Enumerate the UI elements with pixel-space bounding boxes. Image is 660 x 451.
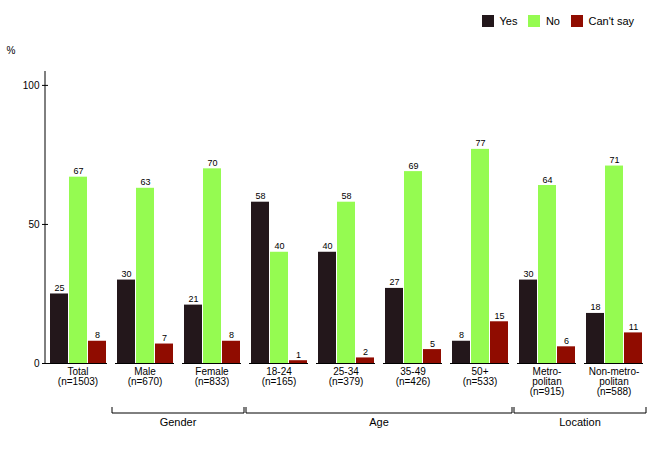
svg-text:2: 2 — [363, 346, 368, 356]
html-text:Can't say: Can't say — [588, 14, 634, 27]
svg-text:Total(n=1503): Total(n=1503) — [58, 365, 98, 386]
svg-text:25: 25 — [54, 282, 64, 292]
svg-text:30: 30 — [121, 269, 131, 279]
svg-text:40: 40 — [322, 241, 332, 251]
svg-text:67: 67 — [73, 166, 83, 176]
svg-text:58: 58 — [255, 191, 265, 201]
svg-text:30: 30 — [523, 269, 533, 279]
svg-text:Male(n=670): Male(n=670) — [128, 365, 163, 386]
svg-text:50: 50 — [28, 218, 40, 229]
svg-text:18-24(n=165): 18-24(n=165) — [262, 365, 297, 386]
svg-text:5: 5 — [430, 338, 435, 348]
svg-text:35-49(n=426): 35-49(n=426) — [396, 365, 431, 386]
svg-text:8: 8 — [95, 330, 100, 340]
svg-text:71: 71 — [609, 155, 619, 165]
svg-text:0: 0 — [34, 357, 40, 368]
svg-text:8: 8 — [459, 330, 464, 340]
svg-text:64: 64 — [542, 174, 552, 184]
html-text:Yes: Yes — [499, 14, 518, 27]
svg-text:21: 21 — [188, 294, 198, 304]
svg-text:Gender: Gender — [160, 416, 197, 428]
svg-text:Non-metro-politan(n=588): Non-metro-politan(n=588) — [589, 365, 640, 396]
svg-text:7: 7 — [162, 333, 167, 343]
svg-text:50+(n=533): 50+(n=533) — [463, 365, 498, 386]
svg-text:18: 18 — [590, 302, 600, 312]
svg-text:27: 27 — [389, 277, 399, 287]
svg-text:69: 69 — [408, 160, 418, 170]
svg-text:6: 6 — [564, 335, 569, 345]
svg-text:58: 58 — [341, 191, 351, 201]
svg-text:77: 77 — [475, 138, 485, 148]
svg-text:11: 11 — [629, 321, 638, 331]
svg-text:100: 100 — [23, 79, 40, 90]
svg-text:70: 70 — [207, 157, 217, 167]
svg-text:25-34(n=379): 25-34(n=379) — [329, 365, 364, 386]
svg-text:8: 8 — [229, 330, 234, 340]
svg-text:40: 40 — [274, 241, 284, 251]
svg-text:1: 1 — [296, 349, 301, 359]
svg-text:Female(n=833): Female(n=833) — [195, 365, 230, 386]
svg-text:15: 15 — [494, 310, 504, 320]
svg-text:63: 63 — [140, 177, 150, 187]
svg-text:Metro-politan(n=915): Metro-politan(n=915) — [530, 365, 565, 396]
svg-text:%: % — [7, 44, 16, 55]
svg-text:Age: Age — [369, 416, 389, 428]
html-text:No: No — [545, 14, 560, 27]
svg-text:Location: Location — [559, 416, 601, 428]
